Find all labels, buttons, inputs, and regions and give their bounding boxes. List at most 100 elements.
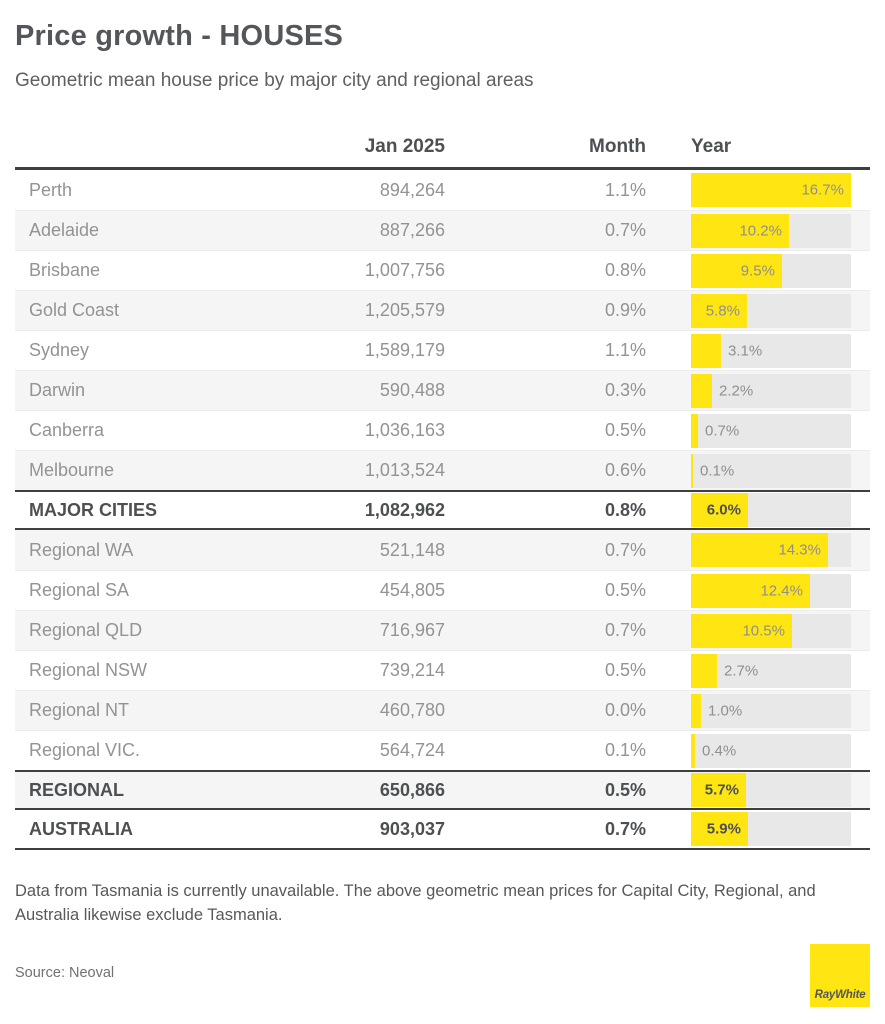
price-value: 564,724 <box>379 740 445 760</box>
price-value: 887,266 <box>379 220 445 240</box>
footnote: Data from Tasmania is currently unavaila… <box>15 882 816 924</box>
year-bar-track: 0.7% <box>691 413 851 448</box>
year-change-cell: 5.8% <box>646 293 870 328</box>
region-name: Gold Coast <box>29 300 120 320</box>
year-bar-fill <box>691 173 851 207</box>
table-row: Regional WA 521,148 0.7% 14.3% <box>15 530 870 570</box>
year-change-cell: 2.2% <box>646 373 870 408</box>
table-row: Brisbane 1,007,756 0.8% 9.5% <box>15 250 870 290</box>
year-bar-label: 1.0% <box>708 702 743 719</box>
region-name: Perth <box>29 179 73 200</box>
year-bar-fill <box>691 693 701 728</box>
year-bar-label: 10.5% <box>742 622 785 639</box>
column-header-year: Year <box>691 136 732 157</box>
year-bar-track: 5.9% <box>691 812 851 846</box>
year-bar-track: 16.7% <box>691 173 851 207</box>
region-name: Adelaide <box>29 220 100 240</box>
year-bar-label: 2.2% <box>719 382 754 399</box>
price-value: 1,007,756 <box>364 260 445 280</box>
year-change-cell: 14.3% <box>646 533 870 567</box>
year-bar-fill <box>691 493 748 527</box>
year-bar-fill <box>691 573 810 608</box>
table-body: Perth 894,264 1.1% 16.7% Adelaide 887,266 0.7%… <box>15 170 870 850</box>
year-bar-fill <box>691 733 695 768</box>
year-bar-fill <box>691 253 782 288</box>
year-bar-fill <box>691 293 747 328</box>
region-name: Regional NSW <box>29 660 148 680</box>
month-change: 0.7% <box>604 620 646 640</box>
year-bar-label: 9.5% <box>740 262 775 279</box>
year-bar-fill <box>691 333 721 368</box>
table-row: Melbourne 1,013,524 0.6% 0.1% <box>15 450 870 490</box>
month-change: 1.1% <box>604 179 646 200</box>
price-value: 739,214 <box>379 660 445 680</box>
year-bar-track: 2.7% <box>691 653 851 688</box>
year-bar-label: 12.4% <box>760 582 803 599</box>
raywhite-logo: RayWhite <box>810 943 870 1007</box>
year-bar-track: 12.4% <box>691 573 851 608</box>
table-row: Sydney 1,589,179 1.1% 3.1% <box>15 330 870 370</box>
year-change-cell: 10.5% <box>646 613 870 648</box>
year-bar-label: 2.7% <box>724 662 759 679</box>
region-name: Darwin <box>29 380 86 400</box>
year-change-cell: 0.1% <box>646 453 870 488</box>
year-bar-track: 10.5% <box>691 613 851 648</box>
price-value: 590,488 <box>379 380 445 400</box>
price-value: 1,082,962 <box>364 499 445 520</box>
year-change-cell: 0.7% <box>646 413 870 448</box>
year-bar-label: 5.7% <box>704 781 739 799</box>
price-value: 460,780 <box>379 700 445 720</box>
month-change: 0.5% <box>604 580 646 600</box>
year-bar-track: 9.5% <box>691 253 851 288</box>
year-bar-track: 5.7% <box>691 773 851 807</box>
year-bar-fill <box>691 373 712 408</box>
year-change-cell: 9.5% <box>646 253 870 288</box>
month-change: 0.3% <box>604 380 646 400</box>
year-bar-track: 10.2% <box>691 213 851 248</box>
year-bar-label: 0.1% <box>700 462 735 479</box>
region-name: Regional QLD <box>29 620 143 640</box>
year-change-cell: 3.1% <box>646 333 870 368</box>
month-change: 0.7% <box>604 818 646 839</box>
price-value: 1,036,163 <box>364 420 445 440</box>
year-change-cell: 5.9% <box>646 812 870 846</box>
year-bar-label: 16.7% <box>801 181 844 199</box>
month-change: 0.6% <box>604 460 646 480</box>
year-bar-label: 0.4% <box>702 742 737 759</box>
year-change-cell: 2.7% <box>646 653 870 688</box>
region-name: Canberra <box>29 420 105 440</box>
year-bar-label: 14.3% <box>778 541 821 559</box>
month-change: 0.0% <box>604 700 646 720</box>
column-header-jan-2025: Jan 2025 <box>364 136 445 157</box>
price-value: 903,037 <box>379 818 445 839</box>
table-row: Regional NSW 739,214 0.5% 2.7% <box>15 650 870 690</box>
price-value: 454,805 <box>379 580 445 600</box>
region-name: Brisbane <box>29 260 101 280</box>
month-change: 0.8% <box>604 499 646 520</box>
year-bar-fill <box>691 773 746 807</box>
year-bar-fill <box>691 653 717 688</box>
region-name: REGIONAL <box>29 779 125 800</box>
price-value: 1,205,579 <box>364 300 445 320</box>
source-row: Source: Neoval RayWhite <box>15 943 870 1007</box>
price-value: 1,589,179 <box>364 340 445 360</box>
year-bar-track: 6.0% <box>691 493 851 527</box>
year-change-cell: 0.4% <box>646 733 870 768</box>
year-bar-fill <box>691 413 698 448</box>
table-row: Regional SA 454,805 0.5% 12.4% <box>15 570 870 610</box>
month-change: 0.9% <box>604 300 646 320</box>
year-bar-track: 0.4% <box>691 733 851 768</box>
month-change: 0.7% <box>604 220 646 240</box>
month-change: 0.7% <box>604 539 646 560</box>
region-name: Sydney <box>29 340 90 360</box>
year-bar-fill <box>691 812 748 846</box>
year-change-cell: 1.0% <box>646 693 870 728</box>
year-bar-label: 0.7% <box>705 422 740 439</box>
year-bar-label: 5.9% <box>706 820 741 838</box>
year-change-cell: 12.4% <box>646 573 870 608</box>
price-value: 521,148 <box>379 539 445 560</box>
column-header-month: Month <box>589 136 646 157</box>
month-change: 1.1% <box>604 340 646 360</box>
price-value: 716,967 <box>379 620 445 640</box>
region-name: Regional NT <box>29 700 130 720</box>
